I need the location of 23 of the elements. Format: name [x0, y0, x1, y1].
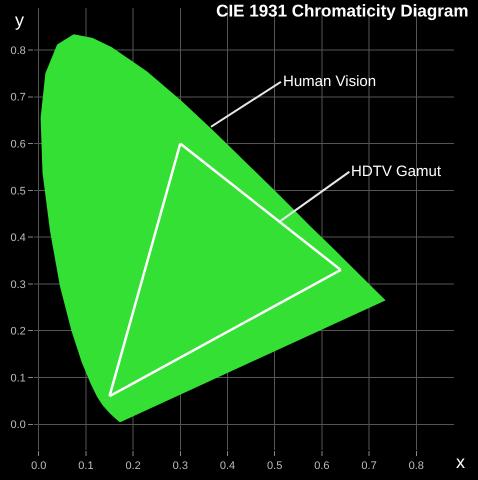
- y-tick-label: 0.7: [10, 92, 26, 104]
- y-axis-title: y: [15, 10, 24, 30]
- x-tick-label: 0.7: [361, 460, 377, 472]
- y-tick-label: 0.3: [10, 278, 26, 291]
- y-tick-label: 0.0: [10, 419, 26, 432]
- x-tick-label: 0.6: [314, 460, 330, 472]
- y-tick-label: 0.5: [10, 185, 26, 198]
- annotation: HDTV Gamut: [351, 163, 442, 180]
- x-tick-label: 0.1: [78, 460, 94, 472]
- x-axis-title: x: [456, 452, 465, 472]
- x-tick-label: 0.4: [220, 460, 236, 472]
- y-tick-label: 0.4: [10, 232, 26, 244]
- x-tick-label: 0.2: [125, 460, 141, 472]
- annotation: Human Vision: [283, 73, 376, 90]
- y-tick-label: 0.1: [10, 372, 26, 384]
- y-tick-label: 0.2: [10, 326, 26, 338]
- y-tick-label: 0.6: [10, 138, 26, 150]
- x-tick-label: 0.5: [267, 460, 282, 472]
- y-tick-label: 0.8: [10, 44, 26, 57]
- x-tick-label: 0.8: [408, 460, 424, 472]
- chart-title: CIE 1931 Chromaticity Diagram: [216, 2, 468, 21]
- x-tick-label: 0.0: [31, 460, 46, 472]
- x-tick-label: 0.3: [172, 460, 188, 472]
